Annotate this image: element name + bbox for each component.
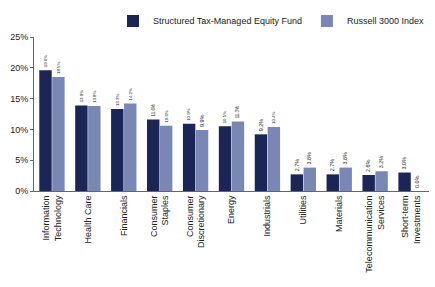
svg-text:14.2%: 14.2% xyxy=(128,88,133,100)
svg-text:Industrials: Industrials xyxy=(262,195,272,237)
svg-text:13.3%: 13.3% xyxy=(115,94,120,106)
svg-text:Financials: Financials xyxy=(119,195,129,236)
svg-text:15%: 15% xyxy=(10,94,28,104)
svg-text:3.8%: 3.8% xyxy=(342,152,348,165)
svg-text:0%: 0% xyxy=(15,186,28,196)
svg-text:9.9%: 9.9% xyxy=(199,114,205,127)
svg-text:2.6%: 2.6% xyxy=(365,159,371,172)
svg-text:11.6%: 11.6% xyxy=(151,104,156,116)
svg-text:Short-termInvestments: Short-termInvestments xyxy=(400,195,422,244)
svg-text:10.6%: 10.6% xyxy=(164,110,169,122)
svg-text:Structured Tax-Managed Equity: Structured Tax-Managed Equity Fund xyxy=(153,16,302,26)
svg-text:Health Care: Health Care xyxy=(83,196,93,244)
svg-text:13.9%: 13.9% xyxy=(79,90,84,102)
svg-text:Utilities: Utilities xyxy=(298,195,308,225)
svg-text:Russell 3000 Index: Russell 3000 Index xyxy=(347,16,424,26)
svg-text:3.0%: 3.0% xyxy=(401,157,407,170)
svg-text:0.0%: 0.0% xyxy=(414,175,420,188)
svg-text:19.6%: 19.6% xyxy=(43,55,48,67)
svg-text:9.2%: 9.2% xyxy=(258,119,264,132)
svg-text:18.5%: 18.5% xyxy=(56,62,61,74)
svg-text:10.9%: 10.9% xyxy=(186,108,191,120)
svg-text:InformationTechnology: InformationTechnology xyxy=(41,195,63,241)
svg-text:10.4%: 10.4% xyxy=(271,111,276,123)
svg-text:3.8%: 3.8% xyxy=(306,152,312,165)
svg-text:ConsumerStaples: ConsumerStaples xyxy=(149,195,171,237)
svg-text:11.3%: 11.3% xyxy=(235,106,240,118)
svg-text:Materials: Materials xyxy=(334,195,344,232)
svg-text:10%: 10% xyxy=(10,125,28,135)
svg-text:5%: 5% xyxy=(15,155,28,165)
svg-text:2.7%: 2.7% xyxy=(294,159,300,172)
svg-text:20%: 20% xyxy=(10,63,28,73)
svg-text:13.8%: 13.8% xyxy=(92,90,97,102)
svg-text:Energy: Energy xyxy=(226,195,236,224)
svg-text:2.7%: 2.7% xyxy=(329,159,335,172)
svg-text:3.2%: 3.2% xyxy=(378,156,384,169)
svg-text:TelecommunicationServices: TelecommunicationServices xyxy=(364,195,386,273)
svg-text:25%: 25% xyxy=(10,32,28,42)
svg-text:ConsumerDiscretionary: ConsumerDiscretionary xyxy=(185,195,207,248)
svg-text:10.5%: 10.5% xyxy=(222,111,227,123)
